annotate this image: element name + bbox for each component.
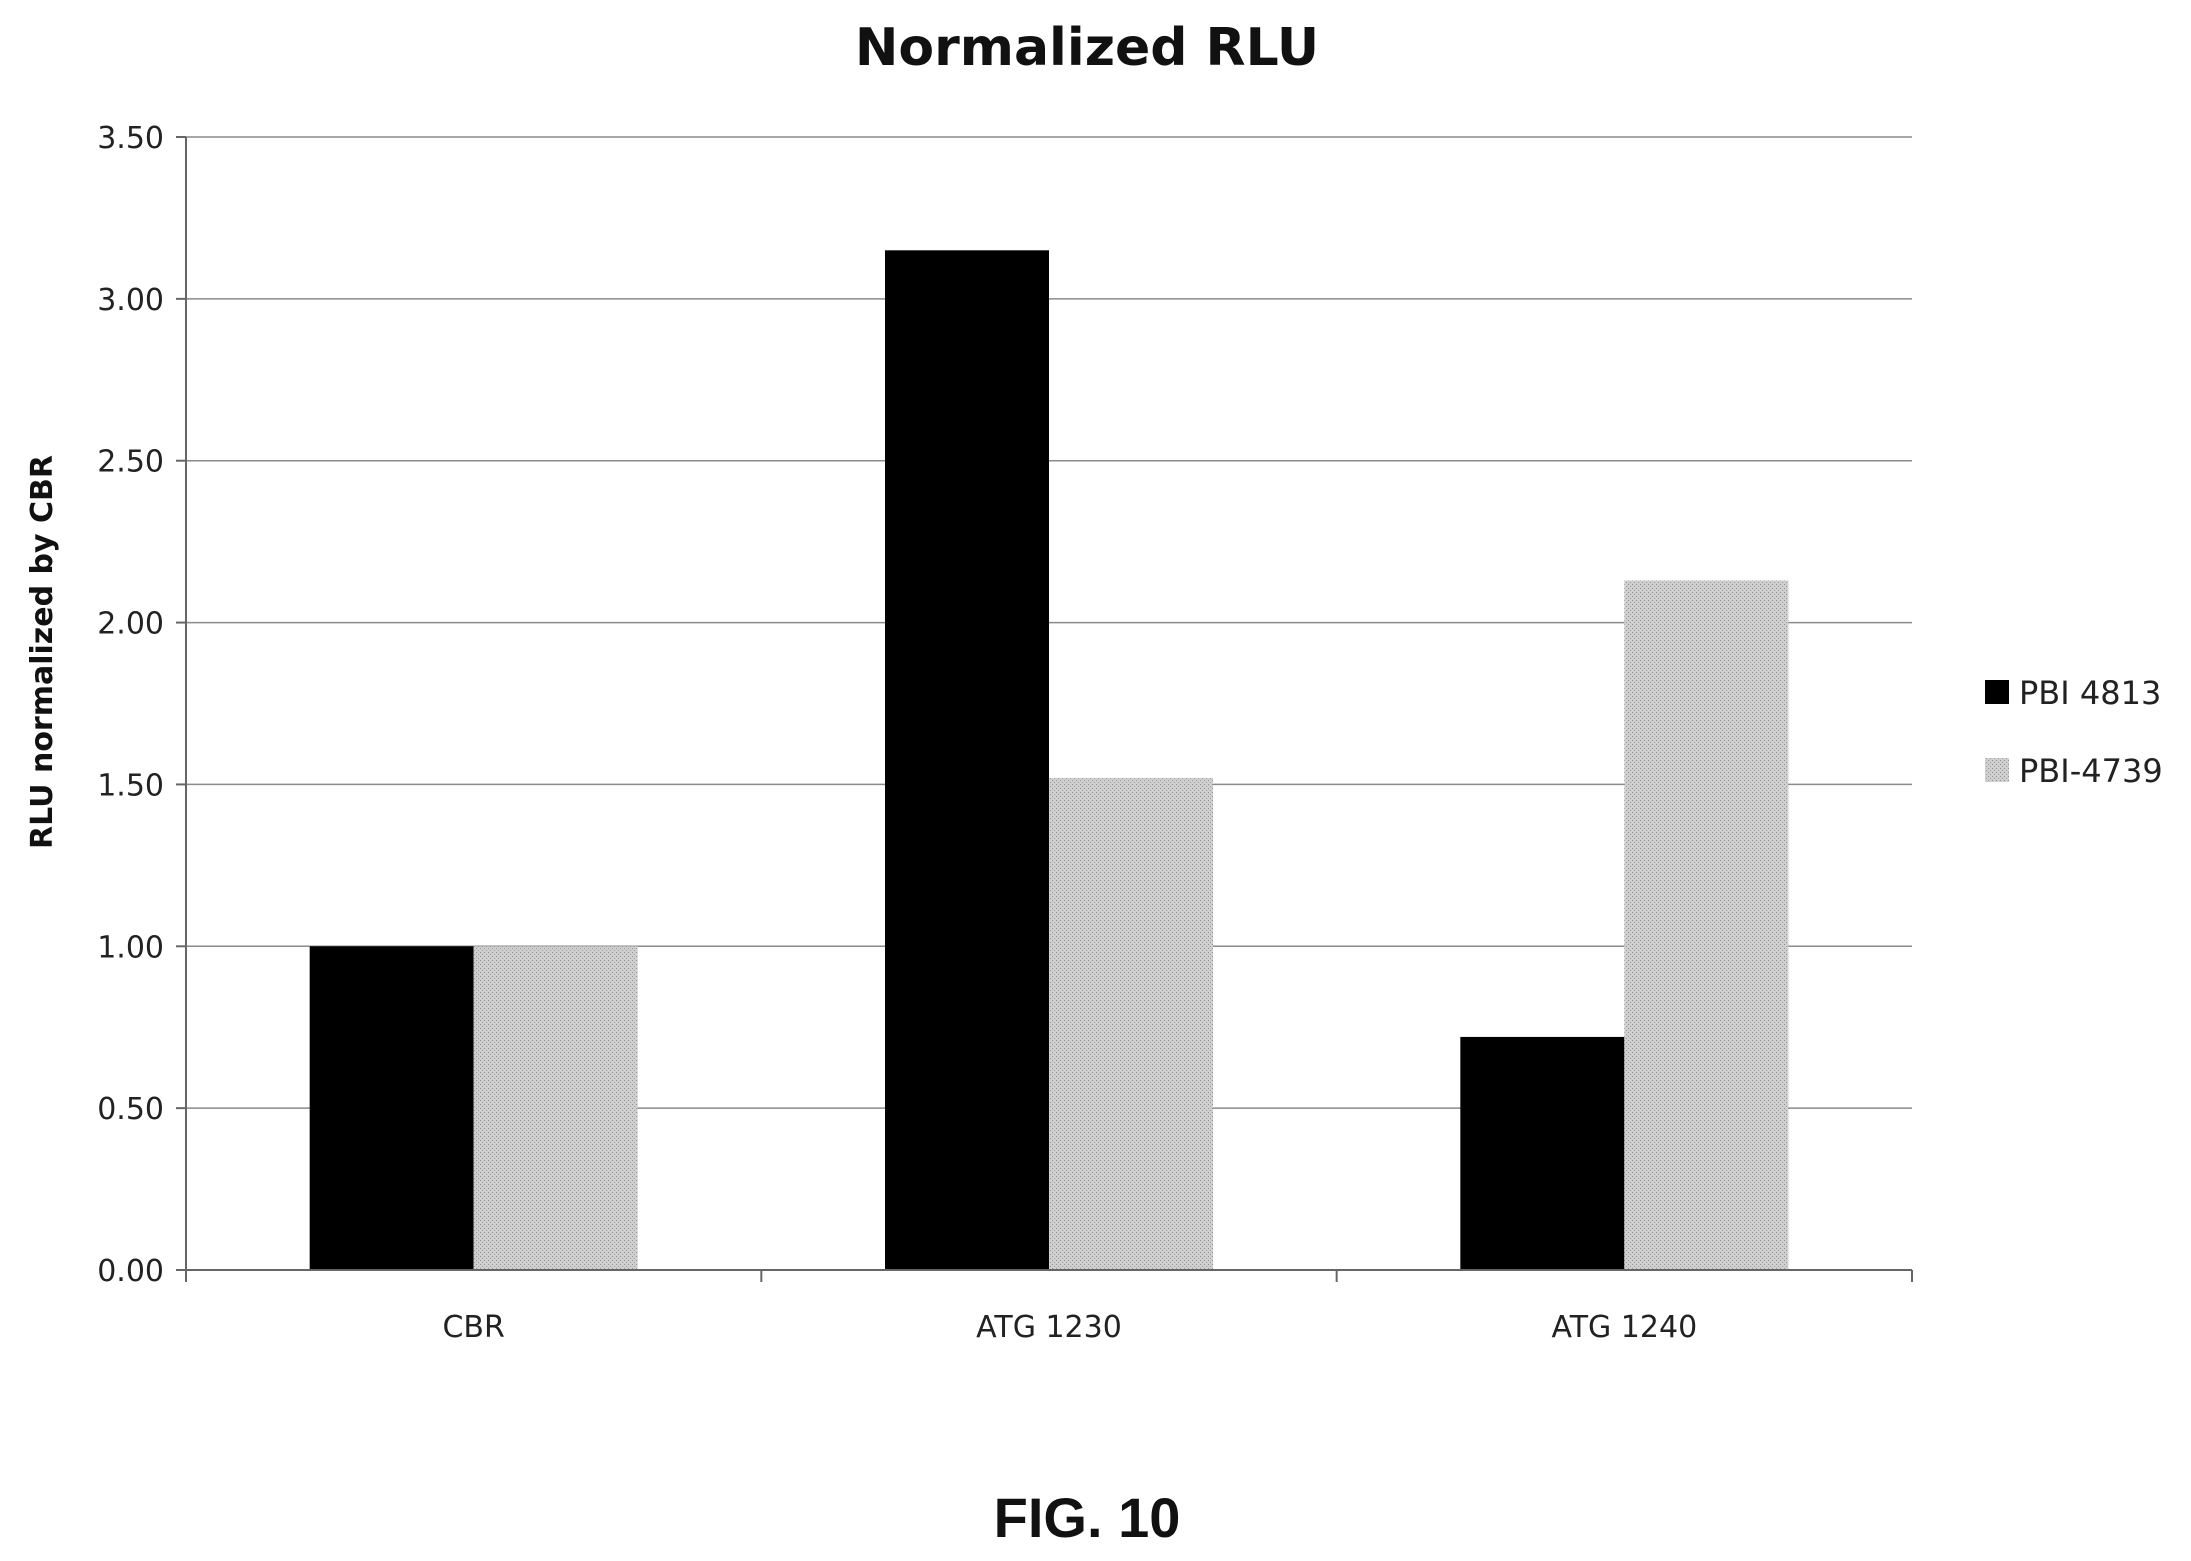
bars [309, 250, 1789, 1271]
y-tick-label: 2.00 [97, 607, 164, 642]
legend: PBI 4813 PBI-4739 [1985, 674, 2163, 790]
legend-label: PBI-4739 [2019, 752, 2163, 790]
figure-caption: FIG. 10 [994, 1486, 1181, 1549]
y-tick-label: 1.50 [97, 768, 164, 803]
x-tick-label: ATG 1240 [1552, 1310, 1698, 1345]
y-tick-label: 2.50 [97, 445, 164, 480]
x-tick-label: CBR [442, 1310, 504, 1345]
bar-pbi-4739-2 [1624, 580, 1789, 1270]
y-axis-title: RLU normalized by CBR [25, 455, 60, 849]
legend-swatch [1985, 680, 2009, 704]
x-tick-label: ATG 1230 [976, 1310, 1122, 1345]
bar-pbi-4813-2 [1460, 1036, 1625, 1270]
legend-swatch [1985, 758, 2009, 782]
x-tick-labels: CBR ATG 1230 ATG 1240 [442, 1310, 1697, 1345]
bar-pbi-4739-1 [1049, 777, 1213, 1270]
chart-title: Normalized RLU [855, 18, 1319, 78]
bar-pbi-4813-1 [885, 250, 1049, 1271]
y-tick-label: 3.00 [97, 283, 164, 318]
y-tick-label: 0.50 [97, 1092, 164, 1127]
y-tick-labels: 0.00 0.50 1.00 1.50 2.00 2.50 3.00 3.50 [97, 121, 164, 1289]
y-tick-label: 3.50 [97, 121, 164, 156]
axes [176, 136, 1913, 1282]
y-tick-label: 0.00 [97, 1254, 164, 1289]
y-tick-label: 1.00 [97, 930, 164, 965]
legend-label: PBI 4813 [2019, 674, 2161, 712]
bar-pbi-4813-0 [309, 946, 474, 1270]
bar-pbi-4739-0 [473, 946, 638, 1270]
